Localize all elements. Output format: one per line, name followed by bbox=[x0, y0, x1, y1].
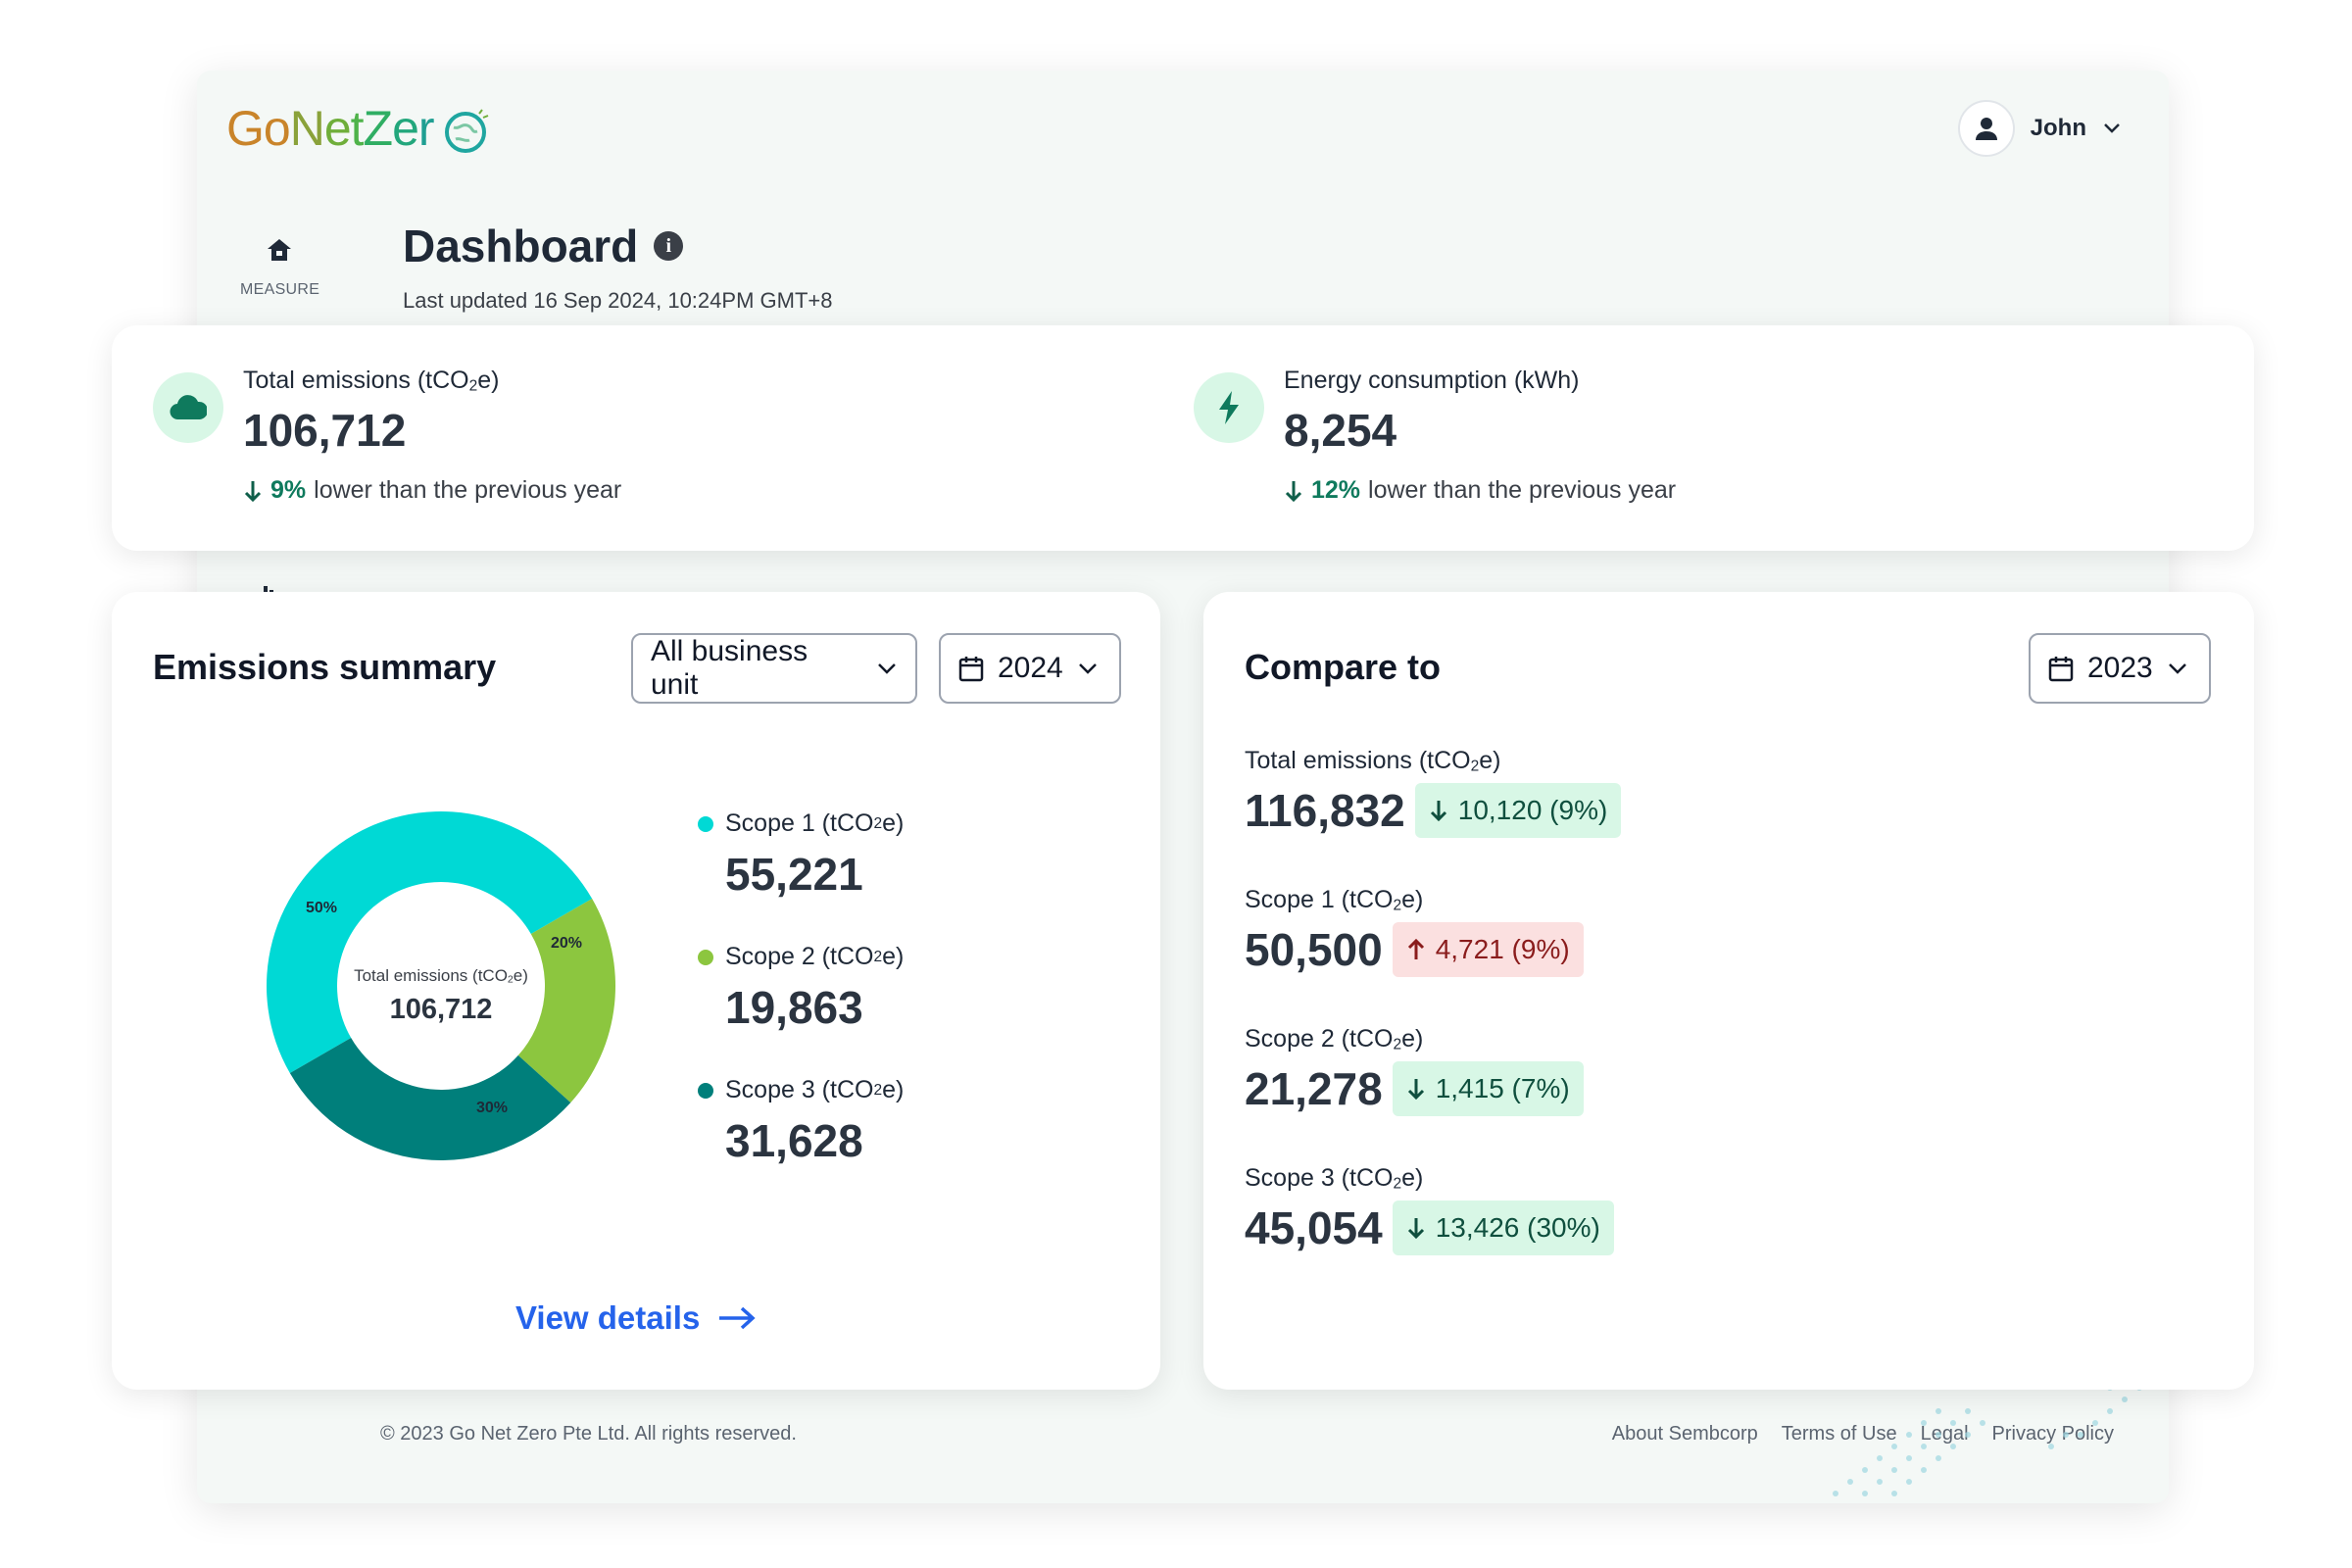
arrow-up-icon bbox=[1407, 939, 1424, 960]
chevron-down-icon bbox=[878, 663, 896, 674]
footer-link-about[interactable]: About Sembcorp bbox=[1611, 1423, 1758, 1445]
card-title: Compare to bbox=[1245, 647, 1442, 687]
footer-link-legal[interactable]: Legal bbox=[1920, 1423, 1969, 1445]
cloud-icon bbox=[153, 372, 223, 443]
compare-row-scope3: Scope 3 (tCO2e) 45,054 13,426 (30%) bbox=[1245, 1164, 1614, 1256]
kpi-delta: 12% lower than the previous year bbox=[1284, 476, 1676, 505]
footer-link-terms[interactable]: Terms of Use bbox=[1781, 1423, 1897, 1445]
kpi-value: 8,254 bbox=[1284, 405, 1397, 456]
last-updated-text: Last updated 16 Sep 2024, 10:24PM GMT+8 bbox=[403, 288, 833, 313]
user-menu[interactable]: John bbox=[1957, 100, 2122, 157]
lightning-icon bbox=[1194, 372, 1264, 443]
select-value: 2024 bbox=[998, 652, 1063, 684]
globe-icon bbox=[445, 109, 489, 153]
donut-slice-scope2[interactable] bbox=[517, 899, 615, 1103]
emissions-summary-card: Emissions summary All business unit 2024… bbox=[112, 592, 1160, 1390]
compare-year-select[interactable]: 2023 bbox=[2029, 633, 2211, 704]
compare-label: Scope 2 (tCO2e) bbox=[1245, 1025, 1424, 1054]
arrow-down-icon bbox=[1430, 801, 1446, 822]
compare-label: Scope 3 (tCO2e) bbox=[1245, 1164, 1424, 1193]
card-title: Emissions summary bbox=[153, 647, 497, 687]
kpi-label: Energy consumption (kWh) bbox=[1284, 367, 1580, 394]
kpi-value: 106,712 bbox=[243, 405, 407, 456]
footer-link-privacy[interactable]: Privacy Policy bbox=[1991, 1423, 2114, 1445]
compare-value: 50,500 bbox=[1245, 924, 1383, 976]
arrow-down-icon bbox=[1407, 1079, 1424, 1101]
arrow-down-icon bbox=[1407, 1218, 1424, 1240]
info-icon[interactable]: i bbox=[654, 231, 684, 261]
kpi-card: Total emissions (tCO2e) 106,712 9% lower … bbox=[112, 325, 2254, 551]
arrow-down-icon bbox=[1285, 480, 1302, 502]
donut-slice-scope1[interactable] bbox=[267, 811, 593, 1073]
year-select[interactable]: 2024 bbox=[939, 633, 1121, 704]
slice-label-scope2: 20% bbox=[551, 935, 583, 952]
chevron-down-icon bbox=[1078, 663, 1097, 674]
donut-center-label: Total emissions (tCO2e) bbox=[354, 966, 528, 986]
business-unit-select[interactable]: All business unit bbox=[631, 633, 917, 704]
compare-row-scope1: Scope 1 (tCO2e) 50,500 4,721 (9%) bbox=[1245, 886, 1584, 978]
change-badge: 1,415 (7%) bbox=[1392, 1061, 1584, 1117]
calendar-icon bbox=[2048, 657, 2074, 682]
compare-row-scope2: Scope 2 (tCO2e) 21,278 1,415 (7%) bbox=[1245, 1025, 1584, 1117]
legend-dot bbox=[698, 1082, 713, 1099]
avatar bbox=[1957, 100, 2015, 157]
kpi-label: Total emissions (tCO2e) bbox=[243, 367, 500, 395]
legend-value: 31,628 bbox=[725, 1115, 863, 1166]
legend-dot bbox=[698, 949, 713, 965]
view-details-link[interactable]: View details bbox=[515, 1299, 757, 1337]
home-icon bbox=[268, 239, 291, 261]
footer-links: About Sembcorp Terms of Use Legal Privac… bbox=[1612, 1423, 2114, 1446]
page-title-row: Dashboard i bbox=[403, 220, 684, 272]
compare-label: Scope 1 (tCO2e) bbox=[1245, 886, 1424, 914]
donut-slice-scope3[interactable] bbox=[289, 1038, 571, 1160]
legend-item-scope3: Scope 3 (tCO 2 e) 31,628 bbox=[698, 1076, 904, 1167]
page-title: Dashboard bbox=[403, 220, 639, 271]
change-badge: 13,426 (30%) bbox=[1392, 1200, 1614, 1256]
select-value: 2023 bbox=[2087, 652, 2153, 684]
compare-label: Total emissions (tCO2e) bbox=[1245, 747, 1501, 775]
compare-card: Compare to 2023 Total emissions (tCO2e) … bbox=[1203, 592, 2254, 1390]
change-badge: 4,721 (9%) bbox=[1392, 922, 1584, 978]
user-icon bbox=[1975, 118, 1997, 140]
donut-chart: Total emissions (tCO2e) 106,712 50% 20% … bbox=[265, 809, 617, 1162]
chevron-down-icon bbox=[2168, 663, 2186, 674]
compare-row-total: Total emissions (tCO2e) 116,832 10,120 (… bbox=[1245, 747, 1622, 839]
nav-item-label: MEASURE bbox=[240, 281, 320, 298]
legend-item-scope2: Scope 2 (tCO 2 e) 19,863 bbox=[698, 943, 904, 1034]
arrow-down-icon bbox=[244, 480, 262, 502]
legend-item-scope1: Scope 1 (tCO 2 e) 55,221 bbox=[698, 809, 904, 901]
legend-dot bbox=[698, 815, 713, 832]
slice-label-scope3: 30% bbox=[476, 1100, 509, 1116]
chevron-down-icon bbox=[2104, 123, 2120, 133]
select-value: All business unit bbox=[651, 635, 808, 701]
user-name: John bbox=[2030, 115, 2086, 141]
change-badge: 10,120 (9%) bbox=[1414, 783, 1622, 839]
slice-label-scope1: 50% bbox=[306, 900, 338, 916]
donut-center-value: 106,712 bbox=[389, 994, 493, 1025]
compare-value: 116,832 bbox=[1245, 785, 1405, 837]
compare-value: 21,278 bbox=[1245, 1063, 1383, 1115]
legend-value: 55,221 bbox=[725, 849, 863, 900]
arrow-right-icon bbox=[719, 1306, 756, 1330]
donut-svg bbox=[267, 811, 615, 1160]
gonetzero-logo[interactable]: GoNetZer bbox=[226, 100, 489, 157]
compare-value: 45,054 bbox=[1245, 1202, 1383, 1254]
footer-copyright: © 2023 Go Net Zero Pte Ltd. All rights r… bbox=[380, 1423, 797, 1445]
nav-item-measure[interactable]: MEASURE bbox=[240, 237, 320, 299]
kpi-delta: 9% lower than the previous year bbox=[243, 476, 621, 505]
calendar-icon bbox=[958, 657, 984, 682]
legend-value: 19,863 bbox=[725, 982, 863, 1033]
view-details-label: View details bbox=[515, 1299, 701, 1336]
